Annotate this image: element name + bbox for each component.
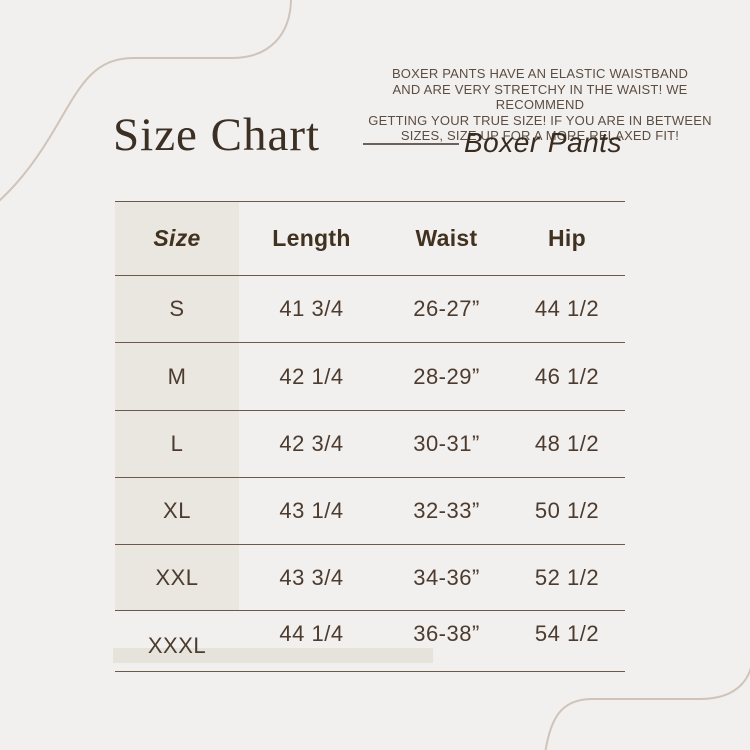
cell-hip: 44 1/2 (534, 296, 600, 321)
cell-length: 44 1/4 (279, 621, 344, 646)
cell-hip: 52 1/2 (534, 564, 600, 590)
cell-waist: 34-36” (413, 564, 480, 590)
cell-size: XL (163, 498, 191, 523)
product-subtitle: Boxer Pants (464, 127, 623, 158)
fit-note-line: GETTING YOUR TRUE SIZE! IF YOU ARE IN BE… (368, 112, 712, 128)
column-header-hip: Hip (548, 225, 586, 251)
cell-size: L (170, 431, 184, 456)
size-table: Size Length Waist Hip S 41 3/4 26-27” 44… (115, 201, 625, 672)
column-header-waist: Waist (415, 225, 478, 251)
cell-hip: 54 1/2 (534, 621, 600, 646)
cell-waist: 26-27” (413, 296, 480, 321)
page-title: Size Chart (113, 109, 321, 161)
size-column-shade (115, 202, 239, 611)
cell-waist: 30-31” (413, 431, 480, 456)
cell-length: 41 3/4 (279, 296, 344, 321)
table-row-xxl: XXL 43 3/4 34-36” 52 1/2 (115, 545, 625, 611)
cell-hip: 50 1/2 (534, 498, 600, 523)
cell-length: 42 1/4 (279, 363, 344, 389)
column-header-length: Length (272, 225, 351, 251)
cell-hip: 46 1/2 (534, 363, 600, 389)
table-header-row: Size Length Waist Hip (115, 202, 625, 276)
column-header-size: Size (153, 225, 201, 251)
table-row-xl: XL 43 1/4 32-33” 50 1/2 (115, 478, 625, 545)
table-row-s: S 41 3/4 26-27” 44 1/2 (115, 276, 625, 343)
cell-waist: 32-33” (413, 498, 480, 523)
fit-note: BOXER PANTS HAVE AN ELASTIC WAISTBAND AN… (350, 66, 730, 144)
cell-waist: 36-38” (413, 621, 480, 646)
fit-note-line: BOXER PANTS HAVE AN ELASTIC WAISTBAND (391, 66, 689, 81)
title-divider-line (363, 143, 459, 145)
fit-note-line: AND ARE VERY STRETCHY IN THE WAIST! WE R… (392, 81, 688, 113)
fit-note-line: SIZES, SIZE UP FOR A MORE RELAXED FIT! (400, 128, 680, 143)
decor-bottom-bar (113, 648, 433, 663)
cell-length: 43 3/4 (279, 564, 344, 590)
cell-hip: 48 1/2 (534, 431, 600, 456)
cell-size: XXXL (147, 633, 207, 658)
cell-length: 42 3/4 (279, 431, 344, 456)
cell-waist: 28-29” (413, 363, 480, 389)
table-row-m: M 42 1/4 28-29” 46 1/2 (115, 343, 625, 411)
cell-length: 43 1/4 (279, 498, 344, 523)
cell-size: S (169, 296, 185, 321)
table-row-xxxl: XXXL 44 1/4 36-38” 54 1/2 (115, 611, 625, 672)
cell-size: XXL (155, 564, 199, 590)
table-row-l: L 42 3/4 30-31” 48 1/2 (115, 411, 625, 478)
cell-size: M (167, 363, 187, 389)
